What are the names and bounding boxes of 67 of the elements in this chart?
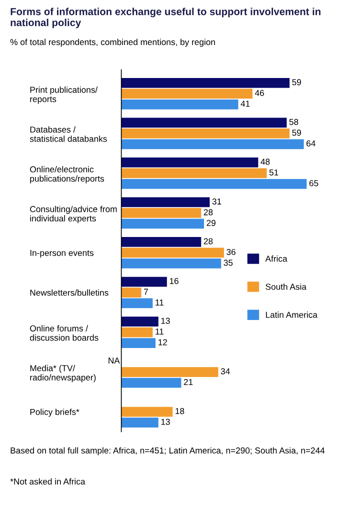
bar — [121, 276, 167, 287]
data-label: 58 — [289, 118, 298, 125]
text: NA — [108, 358, 120, 364]
data-label: 11 — [156, 328, 164, 334]
legend-label: South Asia — [266, 283, 306, 290]
data-label: 16 — [170, 278, 178, 284]
bar — [121, 327, 153, 338]
chart-subtitle: % of total respondents, combined mentions, by region — [10, 38, 215, 47]
bar — [121, 168, 267, 178]
bar — [121, 237, 202, 247]
y-tick-label: Consulting/advice from individual experts — [30, 206, 117, 224]
data-label: 12 — [158, 339, 167, 346]
data-label: 46 — [254, 90, 264, 96]
bar — [121, 248, 224, 258]
data-label: 13 — [161, 418, 170, 425]
bar — [121, 197, 210, 208]
data-label: 36 — [226, 248, 236, 256]
data-label: 29 — [206, 220, 216, 226]
bar — [121, 178, 307, 189]
bar — [121, 128, 290, 138]
bar — [121, 338, 156, 348]
y-tick-label: Print publications/ reports — [30, 86, 98, 104]
text: Based on total full sample: Africa, n=451; Latin America, n=290; South Asia, n=244 — [10, 447, 325, 456]
bar — [121, 139, 304, 150]
data-label: 34 — [220, 368, 230, 374]
data-label: 64 — [306, 140, 316, 146]
bar — [121, 316, 158, 326]
data-label: 35 — [224, 260, 233, 266]
bar — [121, 218, 204, 229]
bar — [121, 118, 287, 128]
data-label: 59 — [292, 79, 302, 86]
bar — [121, 258, 222, 268]
bar — [121, 158, 258, 168]
bar — [121, 367, 218, 377]
bar — [121, 99, 238, 110]
data-label: 59 — [292, 130, 302, 136]
legend-label: Latin America — [266, 312, 318, 318]
bar — [121, 406, 173, 417]
y-tick-label: Online forums / discussion boards — [30, 325, 98, 341]
bar — [121, 378, 182, 388]
data-label: 18 — [176, 408, 184, 414]
data-label: 48 — [260, 158, 270, 165]
bar — [121, 418, 158, 428]
data-label: 28 — [204, 209, 213, 216]
data-label: 51 — [269, 170, 278, 176]
bar — [121, 208, 202, 218]
legend-label: Africa — [265, 255, 288, 262]
bar — [121, 78, 290, 88]
data-label: 41 — [240, 100, 250, 107]
y-tick-label: Newsletters/bulletins — [30, 289, 108, 296]
data-label: 65 — [309, 180, 318, 186]
data-label: 7 — [144, 288, 148, 295]
y-tick-label: Policy briefs* — [30, 408, 80, 417]
chart-title: Forms of information exchange useful to support involvement in national policy — [10, 8, 320, 28]
y-tick-label: In-person events — [30, 250, 94, 258]
bar — [121, 298, 153, 308]
data-label: 13 — [161, 318, 170, 324]
data-label: 21 — [184, 378, 193, 386]
text: *Not asked in Africa — [10, 478, 86, 485]
data-label: 31 — [212, 198, 222, 205]
y-tick-label: Online/electronic publications/reports — [30, 166, 104, 184]
bar — [121, 88, 252, 99]
data-label: 11 — [156, 300, 164, 306]
y-tick-label: Media* (TV/ radio/newspaper) — [30, 364, 96, 382]
data-label: 28 — [204, 238, 213, 244]
y-tick-label: Databases / statistical databanks — [30, 126, 107, 142]
bar — [121, 288, 142, 298]
